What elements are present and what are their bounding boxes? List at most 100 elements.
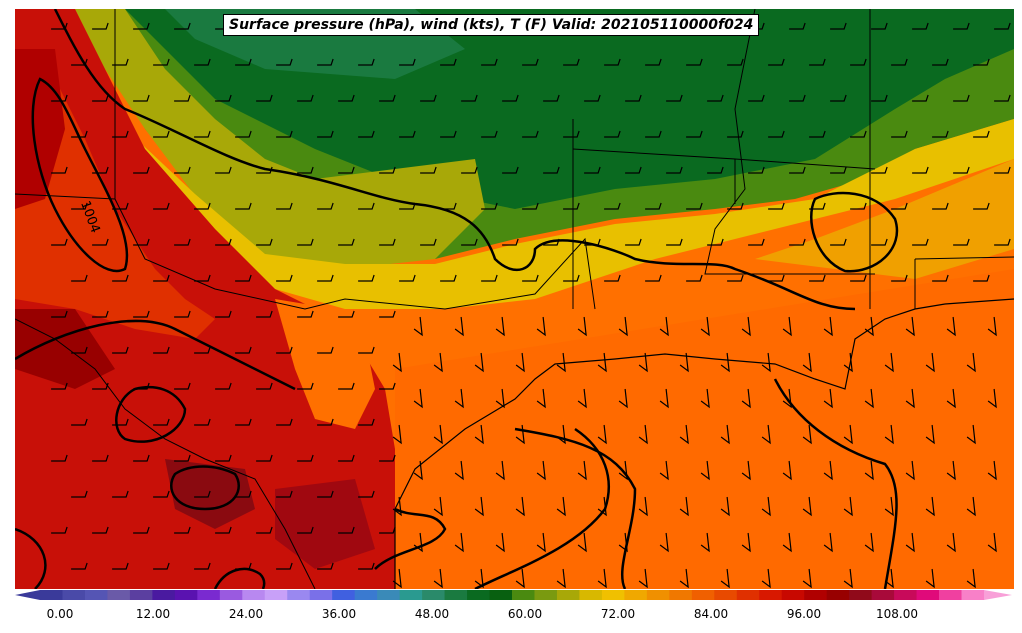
colorbar-cell xyxy=(579,590,603,600)
wind-barb xyxy=(112,58,129,66)
wind-barb xyxy=(679,568,689,589)
wind-barb xyxy=(174,382,191,390)
wind-barb xyxy=(502,166,519,174)
wind-barb xyxy=(973,202,990,210)
wind-barb xyxy=(659,460,669,481)
wind-barb xyxy=(720,352,730,373)
wind-barb xyxy=(686,274,703,282)
wind-barb xyxy=(358,130,375,138)
dark-red-southwest xyxy=(15,309,115,389)
wind-barb xyxy=(987,460,997,481)
wind-barb xyxy=(440,58,457,66)
wind-barb xyxy=(454,316,464,337)
wind-barb xyxy=(399,58,416,66)
wind-barb xyxy=(584,238,601,246)
wind-barb xyxy=(502,94,519,102)
wind-barb xyxy=(864,316,874,337)
wind-barb xyxy=(71,130,88,138)
wind-barb xyxy=(543,94,560,102)
wind-barb xyxy=(174,454,191,462)
wind-barb xyxy=(905,532,915,553)
colorbar-tick-label: 60.00 xyxy=(507,607,543,621)
wind-barb xyxy=(577,316,587,337)
wind-barb xyxy=(392,424,402,445)
wind-barb xyxy=(830,22,847,30)
wind-barb xyxy=(215,526,232,534)
wind-barb xyxy=(522,274,539,282)
wind-barb xyxy=(420,238,437,246)
wind-barb xyxy=(317,346,334,354)
wind-barb xyxy=(256,526,273,534)
wind-barb xyxy=(51,94,68,102)
wind-barb xyxy=(379,382,396,390)
wind-barb xyxy=(625,94,642,102)
wind-barb xyxy=(789,238,806,246)
wind-barb xyxy=(994,166,1011,174)
colorbar-cell xyxy=(669,590,693,600)
wind-barb xyxy=(618,532,628,553)
wind-barb xyxy=(809,58,826,66)
wind-barb xyxy=(789,166,806,174)
colorbar-cell xyxy=(40,590,63,600)
wind-barb xyxy=(700,460,710,481)
wind-barb xyxy=(932,58,949,66)
wind-barb xyxy=(912,22,929,30)
wind-barb xyxy=(946,532,956,553)
wind-barb xyxy=(536,460,546,481)
colorbar-cell xyxy=(691,590,715,600)
wind-barb xyxy=(71,346,88,354)
wind-barb xyxy=(454,388,464,409)
colorbar-cell xyxy=(871,590,895,600)
wind-barb xyxy=(761,568,771,589)
wind-barb xyxy=(399,130,416,138)
wind-barb xyxy=(973,274,990,282)
wind-barb xyxy=(994,94,1011,102)
wind-barb xyxy=(659,388,669,409)
wind-barb xyxy=(720,496,730,517)
wind-barb xyxy=(495,316,505,337)
colorbar-cell xyxy=(916,590,940,600)
wind-barb xyxy=(741,460,751,481)
wind-barb xyxy=(420,94,437,102)
wind-barb xyxy=(92,526,109,534)
wind-barb xyxy=(843,496,853,517)
wind-barb xyxy=(433,496,443,517)
wind-barb xyxy=(338,166,355,174)
wind-barb xyxy=(51,310,68,318)
wind-barb xyxy=(338,310,355,318)
wind-barb xyxy=(153,130,170,138)
colorbar-tick-label: 108.00 xyxy=(876,607,918,621)
colorbar-cell xyxy=(107,590,131,600)
wind-barb xyxy=(51,166,68,174)
colorbar-cell xyxy=(534,590,558,600)
wind-barb xyxy=(830,166,847,174)
wind-barb xyxy=(481,58,498,66)
wind-barb xyxy=(953,238,970,246)
wind-barb xyxy=(297,310,314,318)
wind-barb xyxy=(871,94,888,102)
wind-barb xyxy=(802,568,812,589)
wind-barb xyxy=(256,310,273,318)
wind-barb xyxy=(782,532,792,553)
wind-barb xyxy=(215,238,232,246)
colorbar-cell xyxy=(219,590,243,600)
wind-barb xyxy=(645,274,662,282)
wind-barb xyxy=(256,382,273,390)
wind-barb xyxy=(741,532,751,553)
wind-barb xyxy=(563,274,580,282)
wind-barb xyxy=(515,568,525,589)
colorbar-tick-label: 12.00 xyxy=(135,607,171,621)
colorbar-extend-low xyxy=(15,590,40,600)
wind-barb xyxy=(379,454,396,462)
colorbar-cell xyxy=(849,590,873,600)
wind-barb xyxy=(802,496,812,517)
wind-barb xyxy=(659,316,669,337)
hot-region xyxy=(15,9,395,589)
wind-barb xyxy=(830,238,847,246)
wind-barb xyxy=(194,418,211,426)
wind-barb xyxy=(584,166,601,174)
colorbar-cell xyxy=(309,590,333,600)
wind-barb xyxy=(379,166,396,174)
wind-barb xyxy=(768,202,785,210)
wind-barb xyxy=(502,238,519,246)
